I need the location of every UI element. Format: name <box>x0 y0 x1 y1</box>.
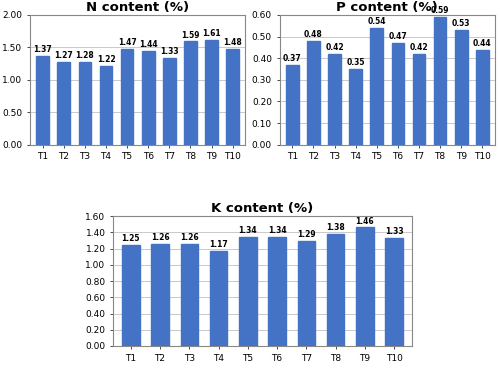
Text: 0.53: 0.53 <box>452 19 470 28</box>
Text: 0.47: 0.47 <box>388 32 407 41</box>
Text: 0.59: 0.59 <box>431 6 450 15</box>
Bar <box>356 228 374 346</box>
Bar <box>78 62 91 145</box>
Text: 1.37: 1.37 <box>34 45 52 54</box>
Bar <box>455 30 468 145</box>
Text: 0.54: 0.54 <box>368 17 386 26</box>
Bar <box>184 42 197 145</box>
Bar <box>100 65 112 145</box>
Text: 1.22: 1.22 <box>96 55 116 64</box>
Bar <box>268 237 286 346</box>
Bar <box>350 69 362 145</box>
Text: 1.25: 1.25 <box>122 234 140 243</box>
Bar <box>298 241 315 346</box>
Text: 0.42: 0.42 <box>325 43 344 52</box>
Title: K content (%): K content (%) <box>212 202 314 215</box>
Text: 1.59: 1.59 <box>181 31 200 39</box>
Text: 1.26: 1.26 <box>180 233 199 242</box>
Bar <box>163 58 175 145</box>
Text: 1.48: 1.48 <box>224 38 242 47</box>
Bar <box>36 56 49 145</box>
Text: 1.28: 1.28 <box>76 51 94 60</box>
Bar <box>210 251 228 346</box>
Bar <box>121 49 134 145</box>
Bar <box>392 43 404 145</box>
Text: 1.27: 1.27 <box>54 51 73 60</box>
Text: 1.29: 1.29 <box>297 230 316 239</box>
Bar <box>412 54 426 145</box>
Text: 0.48: 0.48 <box>304 30 323 39</box>
Text: 1.47: 1.47 <box>118 38 137 47</box>
Text: 1.46: 1.46 <box>356 217 374 225</box>
Bar <box>226 49 239 145</box>
Bar <box>307 41 320 145</box>
Text: 0.35: 0.35 <box>346 58 365 67</box>
Bar <box>206 40 218 145</box>
Bar <box>370 28 383 145</box>
Bar <box>58 62 70 145</box>
Text: 1.61: 1.61 <box>202 29 221 38</box>
Text: 1.34: 1.34 <box>238 226 257 235</box>
Text: 1.33: 1.33 <box>160 47 178 57</box>
Bar <box>386 238 403 346</box>
Bar <box>142 51 154 145</box>
Text: 0.42: 0.42 <box>410 43 428 52</box>
Text: 1.38: 1.38 <box>326 223 345 232</box>
Bar <box>122 244 140 346</box>
Text: 0.37: 0.37 <box>283 54 302 63</box>
Text: 0.44: 0.44 <box>473 39 492 48</box>
Bar <box>327 234 344 346</box>
Bar <box>328 54 341 145</box>
Bar <box>286 65 298 145</box>
Title: N content (%): N content (%) <box>86 1 189 14</box>
Bar <box>476 49 488 145</box>
Text: 1.34: 1.34 <box>268 226 286 235</box>
Bar <box>434 17 446 145</box>
Text: 1.44: 1.44 <box>139 40 158 49</box>
Bar <box>152 244 169 346</box>
Text: 1.26: 1.26 <box>150 233 170 242</box>
Bar <box>180 244 198 346</box>
Text: 1.17: 1.17 <box>209 240 228 249</box>
Text: 1.33: 1.33 <box>385 227 404 236</box>
Bar <box>239 237 256 346</box>
Title: P content (%): P content (%) <box>336 1 438 14</box>
